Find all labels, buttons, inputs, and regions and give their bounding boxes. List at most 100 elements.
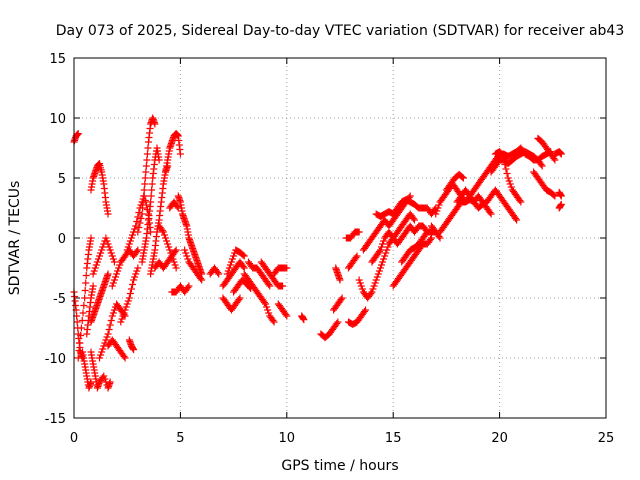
data-point — [168, 252, 176, 260]
data-point — [369, 285, 377, 293]
data-point — [375, 267, 383, 275]
data-point — [93, 258, 101, 266]
data-point — [107, 249, 115, 257]
data-point — [106, 321, 114, 329]
data-point — [406, 192, 414, 200]
data-point — [263, 303, 271, 311]
data-point — [79, 309, 87, 317]
data-point — [384, 243, 392, 251]
data-point — [372, 276, 380, 284]
data-point — [134, 264, 142, 272]
x-axis-label: GPS time / hours — [281, 458, 398, 474]
data-point — [102, 336, 110, 344]
data-point — [158, 227, 166, 234]
data-point — [266, 282, 274, 290]
x-tick-label: 15 — [385, 431, 402, 446]
data-point — [224, 267, 232, 275]
data-point — [538, 162, 546, 170]
data-point — [382, 249, 390, 257]
data-point — [182, 249, 190, 257]
data-point — [123, 300, 131, 308]
data-point — [124, 243, 132, 251]
data-point — [360, 308, 368, 315]
data-point — [236, 294, 244, 302]
data-point — [129, 281, 137, 288]
data-point — [129, 231, 137, 239]
data-point — [557, 200, 565, 208]
data-point — [77, 324, 85, 332]
data-point — [142, 201, 150, 209]
data-point — [73, 318, 81, 326]
data-point — [171, 248, 179, 255]
data-point — [537, 161, 545, 168]
data-point — [357, 282, 365, 290]
data-point — [380, 237, 388, 245]
data-point — [114, 267, 122, 275]
data-point — [336, 276, 344, 284]
data-point — [380, 255, 388, 263]
data-point — [163, 237, 171, 245]
data-point — [87, 234, 95, 242]
data-point — [82, 279, 90, 287]
data-point — [74, 130, 82, 138]
data-point — [504, 174, 512, 182]
data-point — [138, 210, 146, 218]
data-point — [97, 351, 105, 359]
data-point — [134, 213, 142, 221]
data-point — [436, 234, 444, 242]
data-point — [140, 186, 148, 194]
data-point — [184, 284, 192, 291]
data-point — [176, 150, 184, 158]
data-point — [102, 234, 110, 242]
data-point — [80, 302, 88, 309]
data-point — [169, 255, 177, 263]
data-point — [334, 318, 342, 326]
data-point — [121, 354, 129, 362]
data-point — [98, 348, 106, 356]
data-point — [151, 120, 159, 128]
data-point — [125, 240, 133, 248]
data-point — [96, 252, 104, 260]
data-point — [127, 234, 135, 242]
data-point — [507, 183, 515, 191]
data-point — [81, 287, 89, 294]
x-tick-label: 10 — [279, 431, 296, 446]
data-point — [181, 246, 189, 254]
x-tick-label: 25 — [598, 431, 615, 446]
data-point — [500, 156, 508, 164]
data-point — [92, 261, 100, 269]
chart-title: Day 073 of 2025, Sidereal Day-to-day VTE… — [56, 23, 625, 39]
data-point — [428, 234, 436, 242]
data-point — [381, 252, 389, 260]
data-point — [265, 309, 273, 317]
data-point — [140, 192, 148, 200]
data-point — [108, 282, 116, 290]
data-point — [433, 207, 441, 215]
data-point — [512, 215, 520, 222]
data-point — [368, 288, 376, 296]
data-point — [376, 246, 384, 254]
data-point — [141, 180, 149, 188]
data-point — [172, 246, 180, 254]
data-point — [283, 264, 291, 272]
data-point — [375, 248, 383, 255]
data-point — [367, 290, 375, 297]
data-point — [269, 317, 277, 324]
data-point — [104, 240, 112, 248]
data-point — [103, 237, 111, 245]
data-point — [300, 316, 308, 324]
data-point — [82, 272, 90, 279]
data-point — [432, 210, 440, 218]
data-point — [143, 156, 151, 164]
data-point — [121, 306, 129, 314]
data-point — [126, 290, 134, 297]
data-point — [127, 285, 135, 293]
data-point — [104, 270, 112, 278]
data-point — [147, 198, 155, 206]
data-point — [486, 209, 494, 216]
data-point — [501, 161, 509, 168]
data-point — [75, 347, 83, 354]
data-point — [110, 276, 118, 284]
data-point — [557, 192, 565, 200]
